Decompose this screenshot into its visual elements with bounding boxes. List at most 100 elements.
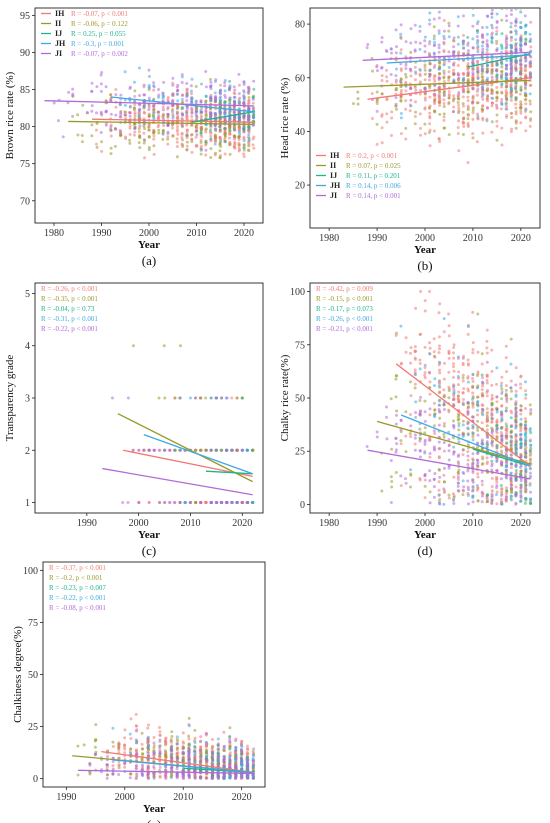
data-point-JI (447, 449, 451, 453)
data-point-II (175, 155, 179, 159)
data-point-JI (95, 85, 99, 89)
data-point-IH (399, 484, 403, 488)
data-point-II (187, 734, 191, 738)
data-point-JH (437, 46, 441, 50)
data-point-IH (437, 137, 441, 141)
data-point-JI (461, 40, 465, 44)
data-point-JI (427, 438, 431, 442)
data-point-IJ (509, 425, 513, 429)
data-point-II (228, 726, 232, 730)
data-point-JI (180, 124, 184, 128)
data-point-JI (466, 479, 470, 483)
data-point-IH (504, 486, 508, 490)
data-point-II (471, 106, 475, 110)
data-point-II (500, 70, 504, 74)
data-point-IH (466, 358, 470, 362)
data-point-IH (529, 20, 533, 24)
data-point-JH (176, 93, 180, 97)
data-point-JI (456, 24, 460, 28)
data-point-JI (213, 114, 217, 118)
data-point-IH (495, 42, 499, 46)
data-point-II (247, 144, 251, 148)
data-point-II (237, 143, 241, 147)
annotation-IH: R = -0.07, p < 0.001 (71, 10, 128, 18)
data-point-II (456, 470, 460, 474)
data-point-IJ (505, 489, 509, 493)
data-point-IH (485, 428, 489, 432)
data-point-JI (514, 410, 518, 414)
data-point-IH (409, 394, 413, 398)
data-point-IH (447, 93, 451, 97)
data-point-JI (90, 89, 94, 93)
data-point-IH (490, 383, 494, 387)
data-point-IH (399, 442, 403, 446)
data-point-JI (529, 55, 533, 59)
data-point-JI (230, 448, 234, 452)
data-point-JI (452, 72, 456, 76)
data-point-JH (509, 43, 513, 47)
x-tick-label: 2010 (463, 233, 483, 244)
data-point-IH (456, 131, 460, 135)
data-point-JH (494, 493, 498, 497)
data-point-JI (418, 41, 422, 45)
data-point-JI (504, 498, 508, 502)
data-point-JH (223, 89, 227, 93)
data-point-IH (523, 417, 527, 421)
data-point-IH (452, 68, 456, 72)
data-point-JI (242, 114, 246, 118)
data-point-JI (432, 445, 436, 449)
data-point-JI (237, 72, 241, 76)
data-point-IH (481, 118, 485, 122)
data-point-IH (456, 126, 460, 130)
data-point-JI (138, 124, 142, 128)
data-point-JI (514, 24, 518, 28)
data-point-JI (504, 14, 508, 18)
data-point-JI (462, 471, 466, 475)
data-point-IH (495, 86, 499, 90)
data-point-JI (509, 63, 513, 67)
data-point-JI (437, 43, 441, 47)
data-point-JI (237, 110, 241, 114)
data-point-JH (216, 748, 220, 752)
data-point-IJ (519, 422, 523, 426)
data-point-II (495, 91, 499, 95)
data-point-IH (462, 397, 466, 401)
data-point-JI (443, 85, 447, 89)
data-point-JI (419, 395, 423, 399)
data-point-JH (509, 494, 513, 498)
data-point-JH (213, 91, 217, 95)
data-point-IH (432, 74, 436, 78)
data-point-IH (485, 59, 489, 63)
data-point-II (356, 97, 360, 101)
data-point-IH (185, 87, 189, 91)
data-point-IH (490, 397, 494, 401)
data-point-II (161, 128, 165, 132)
data-point-JH (500, 102, 504, 106)
data-point-JI (157, 88, 161, 92)
data-point-IH (175, 752, 179, 756)
data-point-JH (519, 472, 523, 476)
data-point-JI (481, 40, 485, 44)
data-point-JH (428, 69, 432, 73)
data-point-IH (385, 120, 389, 124)
data-point-JI (523, 83, 527, 87)
data-point-II (117, 757, 121, 761)
data-point-II (514, 110, 518, 114)
data-point-JI (428, 22, 432, 26)
data-point-II (447, 133, 451, 137)
data-point-II (394, 471, 398, 475)
data-point-II (356, 90, 360, 94)
data-point-II (456, 95, 460, 99)
data-point-JI (490, 31, 494, 35)
data-point-II (485, 500, 489, 504)
data-point-II (510, 491, 514, 495)
data-point-JI (409, 98, 413, 102)
data-point-IH (500, 97, 504, 101)
data-point-IH (456, 64, 460, 68)
data-point-JI (157, 448, 161, 452)
data-point-IH (123, 745, 127, 749)
data-point-IH (251, 143, 255, 147)
data-point-JI (209, 448, 213, 452)
data-point-II (161, 114, 165, 118)
data-point-JI (504, 74, 508, 78)
